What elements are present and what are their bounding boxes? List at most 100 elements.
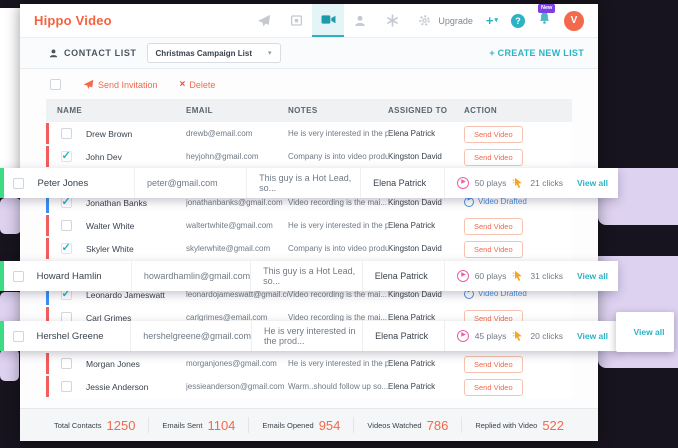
- assigned-to: Elena Patrick: [388, 382, 436, 391]
- campaign-list-dropdown[interactable]: Christmas Campaign List ▾: [146, 43, 281, 63]
- plays-count: 45 plays: [474, 331, 507, 341]
- contact-email: heyjohn@gmail.com: [186, 152, 259, 161]
- contact-notes: He is very interested in the prod...: [250, 321, 362, 351]
- video-drafted-status[interactable]: Video Drafted: [464, 196, 527, 207]
- view-all-link[interactable]: View all: [576, 178, 608, 188]
- chevron-down-icon: ▾: [268, 50, 272, 57]
- magnified-contact-row: Peter Jones peter@gmail.com This guy is …: [0, 168, 618, 198]
- nav-library[interactable]: [280, 4, 312, 37]
- status-color-bar: [46, 307, 49, 328]
- upgrade-link[interactable]: Upgrade: [438, 15, 473, 26]
- row-checkbox[interactable]: [60, 381, 72, 392]
- assigned-to: Elena Patrick: [361, 261, 444, 291]
- footer-stat-label: Emails Opened: [262, 420, 314, 430]
- status-color-bar: [0, 168, 4, 198]
- row-checkbox[interactable]: [13, 177, 25, 189]
- status-color-bar: [46, 376, 49, 397]
- magnified-contact-row: Hershel Greene hershelgreene@gmail.com H…: [0, 321, 618, 351]
- nav-send[interactable]: [248, 4, 280, 37]
- row-checkbox[interactable]: [12, 270, 24, 282]
- clicks-count: 20 clicks: [530, 331, 563, 341]
- contact-notes: This guy is a Hot Lead, so...: [246, 168, 360, 198]
- select-all-checkbox[interactable]: [50, 79, 61, 90]
- left-glow-strip: [0, 8, 21, 168]
- send-video-button[interactable]: Send Video: [464, 379, 523, 396]
- footer-stat: Total Contacts 1250: [41, 417, 148, 433]
- send-video-button[interactable]: Send Video: [464, 356, 523, 373]
- assigned-to: Elena Patrick: [388, 359, 436, 368]
- contact-email: jonathanbanks@gmail.com: [186, 198, 283, 207]
- nav-contacts[interactable]: [344, 4, 376, 37]
- notifications-bell[interactable]: New: [538, 4, 556, 30]
- new-badge: New: [538, 4, 556, 13]
- help-icon[interactable]: ?: [511, 13, 525, 28]
- status-color-bar: [46, 284, 49, 305]
- app-window: Hippo Video: [20, 4, 598, 441]
- table-body: Drew Brown drewb@email.com He is very in…: [46, 122, 572, 398]
- assigned-to: Elena Patrick: [360, 168, 444, 198]
- send-video-button[interactable]: Send Video: [464, 218, 523, 235]
- nav-integrations[interactable]: [376, 4, 408, 37]
- row-checkbox[interactable]: [60, 149, 72, 162]
- footer-stat-label: Replied with Video: [475, 420, 538, 430]
- row-checkbox[interactable]: [60, 358, 72, 369]
- settings-gear-icon: [418, 15, 430, 26]
- video-stats: 50 plays 21 clicks View all: [443, 168, 618, 198]
- bell-icon: [540, 12, 549, 24]
- action-cell: Send Video Send Video: [464, 377, 572, 396]
- contact-email: leonardojameswatt@gmail.com: [186, 290, 288, 299]
- send-invitation-button[interactable]: Send Invitation: [83, 79, 158, 90]
- column-header-assigned: ASSIGNED TO: [388, 106, 448, 115]
- view-all-link[interactable]: View all: [633, 327, 665, 337]
- table-row: Skyler White skylerwhite@gmail.com Compa…: [46, 237, 572, 260]
- plays-icon: [456, 177, 469, 189]
- nav-settings[interactable]: [408, 4, 440, 37]
- row-checkbox[interactable]: [60, 195, 72, 208]
- column-header-notes: NOTES: [288, 106, 318, 115]
- bulk-actions-toolbar: Send Invitation × Delete: [20, 69, 598, 99]
- assigned-to: Elena Patrick: [362, 321, 444, 351]
- contact-list-label: CONTACT LIST: [64, 48, 137, 58]
- status-color-bar: [46, 123, 49, 144]
- contact-name: Walter White: [86, 220, 135, 231]
- table-row: John Dev heyjohn@gmail.com Company is in…: [46, 145, 572, 168]
- video-camera-icon: [321, 15, 335, 24]
- view-all-link[interactable]: View all: [576, 331, 608, 341]
- user-avatar[interactable]: V: [564, 10, 584, 31]
- footer-stat: Replied with Video 522: [461, 417, 577, 433]
- contacts-small-icon: [49, 49, 58, 57]
- row-checkbox[interactable]: [60, 128, 72, 139]
- play-circle-icon: [464, 196, 474, 207]
- row-checkbox[interactable]: [60, 241, 72, 254]
- paper-plane-icon: [257, 14, 271, 27]
- contact-notes: Company is into video produ...: [288, 152, 388, 161]
- create-plus-menu[interactable]: + ▾: [486, 14, 498, 27]
- send-video-button[interactable]: Send Video: [464, 241, 523, 258]
- status-color-bar: [46, 215, 49, 236]
- nav-videos[interactable]: [312, 4, 344, 37]
- contact-notes: Video recording is the mai...: [288, 313, 388, 322]
- contact-notes: Video recording is the mai...: [288, 290, 388, 299]
- send-video-button[interactable]: Send Video: [464, 149, 523, 166]
- status-color-bar: [46, 353, 49, 374]
- row-checkbox[interactable]: [12, 330, 24, 342]
- contact-name: Drew Brown: [86, 128, 133, 139]
- footer-stat-label: Emails Sent: [162, 420, 203, 430]
- assigned-to: Kingston David: [388, 244, 442, 253]
- view-all-link[interactable]: View all: [576, 271, 608, 281]
- delete-button[interactable]: × Delete: [179, 78, 216, 90]
- column-header-action: ACTION: [464, 106, 498, 115]
- integrations-icon: [386, 14, 398, 27]
- footer-stat-label: Videos Watched: [367, 420, 422, 430]
- send-video-button[interactable]: Send Video: [464, 126, 523, 143]
- table-row: Morgan Jones morganjones@gmail.com He is…: [46, 352, 572, 375]
- assigned-to: Elena Patrick: [388, 129, 436, 138]
- plays-count: 50 plays: [474, 178, 507, 188]
- video-drafted-label: Video Drafted: [478, 289, 527, 298]
- footer-stat-value: 786: [426, 417, 449, 433]
- footer-stat-value: 1250: [106, 417, 136, 433]
- contact-email: peter@gmail.com: [134, 168, 246, 198]
- row-checkbox[interactable]: [60, 220, 72, 231]
- create-new-list-button[interactable]: + CREATE NEW LIST: [489, 48, 584, 58]
- delete-x-icon: ×: [179, 78, 186, 90]
